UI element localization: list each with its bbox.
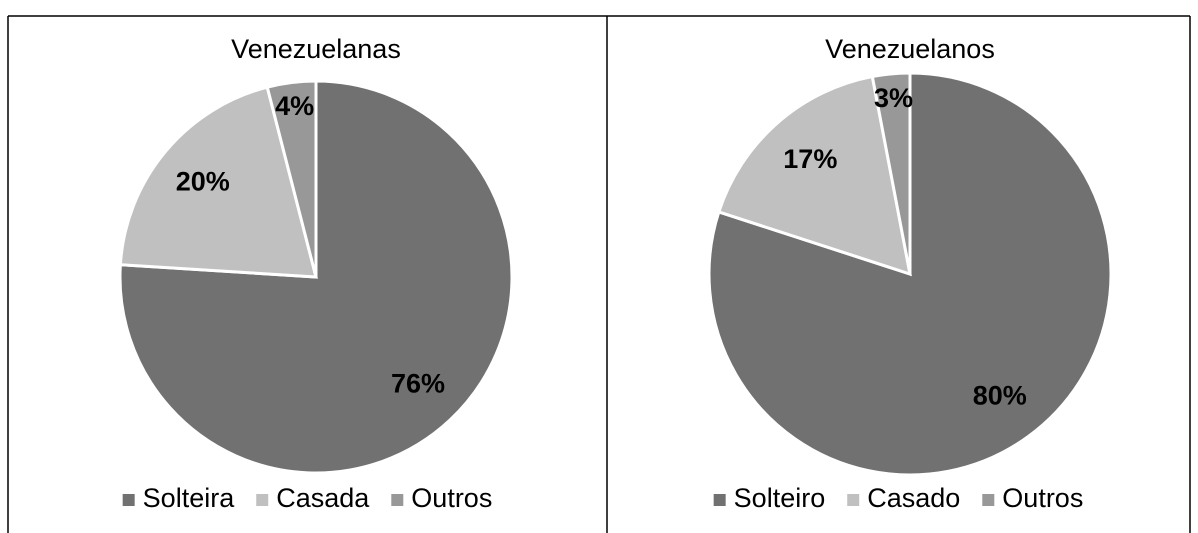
legend-swatch bbox=[982, 494, 995, 506]
pie-slice bbox=[870, 71, 912, 275]
legend: Solteira Casada Outros bbox=[122, 483, 492, 513]
data-label: 20% bbox=[176, 166, 230, 196]
pie-slice bbox=[118, 79, 514, 475]
data-label: 76% bbox=[391, 369, 445, 399]
legend: Solteiro Casado Outros bbox=[713, 483, 1083, 513]
legend-swatch bbox=[391, 494, 404, 506]
chart-title: Venezuelanos bbox=[825, 34, 995, 64]
legend-label: Solteira bbox=[143, 483, 236, 513]
pie-slice bbox=[716, 74, 912, 277]
legend-label: Casada bbox=[276, 483, 370, 513]
data-label: 80% bbox=[973, 381, 1027, 411]
pie-slice bbox=[265, 79, 318, 278]
legend-label: Solteiro bbox=[734, 483, 826, 513]
legend-label: Outros bbox=[1002, 483, 1083, 513]
legend-swatch bbox=[847, 494, 860, 506]
legend-label: Outros bbox=[411, 483, 492, 513]
legend-label: Casado bbox=[867, 483, 960, 513]
data-label: 17% bbox=[783, 144, 837, 174]
legend-swatch bbox=[713, 494, 726, 506]
data-label: 4% bbox=[275, 91, 314, 121]
pie-slice bbox=[118, 85, 318, 279]
chart-title: Venezuelanas bbox=[231, 34, 401, 64]
data-label: 3% bbox=[874, 83, 913, 113]
legend-swatch bbox=[122, 494, 135, 506]
legend-swatch bbox=[256, 494, 269, 506]
